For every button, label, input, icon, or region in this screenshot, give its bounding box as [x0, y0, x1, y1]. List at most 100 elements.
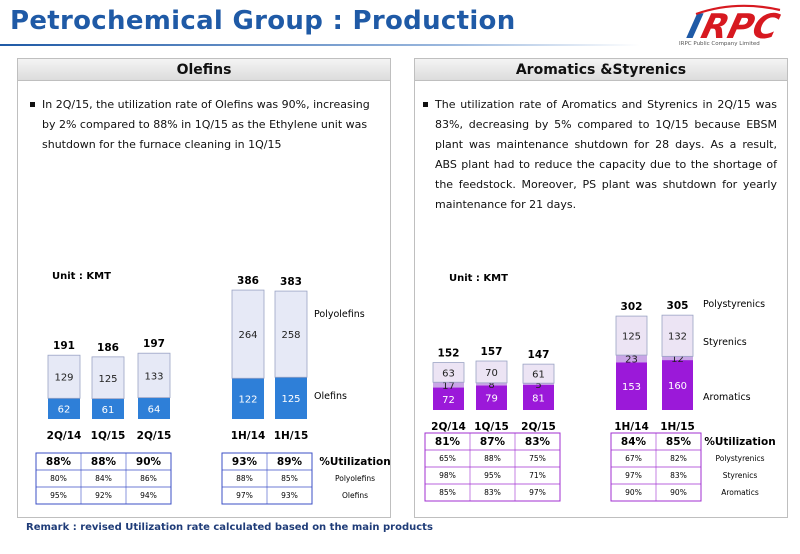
bar-value-label: 153	[622, 382, 641, 393]
x-tick-label: 2Q/14	[431, 421, 466, 433]
utilization-cell: 88%	[91, 456, 117, 468]
bar-segment	[231, 289, 265, 379]
table-border	[35, 452, 172, 505]
series-label: Aromatics	[703, 392, 751, 403]
title-divider	[0, 44, 640, 46]
table-cell: 90%	[670, 488, 687, 497]
bar-segment	[662, 360, 693, 410]
bullet-icon	[423, 102, 428, 107]
bar-segment	[522, 363, 555, 384]
table-row-label: Polystyrenics	[715, 454, 764, 463]
bar-value-label: 81	[532, 393, 545, 404]
bar-segment	[523, 384, 554, 410]
x-tick-label: 1Q/15	[474, 421, 509, 433]
olefins-panel: Olefins In 2Q/15, the utilization rate o…	[17, 58, 391, 518]
bar-segment	[274, 290, 308, 378]
table-cell: 67%	[625, 454, 642, 463]
bar-segment	[48, 398, 80, 419]
x-tick-label: 2Q/14	[47, 430, 82, 442]
bar-value-label: 62	[58, 405, 71, 416]
bar-total-label: 186	[97, 342, 119, 354]
bar-value-label: 129	[54, 373, 73, 384]
bar-segment	[92, 398, 124, 419]
bar-value-label: 17	[442, 381, 455, 392]
aromatics-summary-text: The utilization rate of Aromatics and St…	[435, 98, 777, 211]
table-cell: 71%	[529, 471, 546, 480]
aromatics-production-chart: Unit : KMT 72 17 63 152 2Q/14 79 870 157 1Q/15 81 5…	[424, 273, 776, 502]
x-tick-label: 2Q/15	[521, 421, 556, 433]
bar-segment	[475, 360, 508, 384]
table-cell: 82%	[670, 454, 687, 463]
bar-total-label: 302	[621, 301, 643, 313]
table-cell: 88%	[236, 474, 253, 483]
bar-value-label: 61	[532, 370, 545, 381]
bar-value-label: 23	[625, 355, 638, 366]
table-cell: 65%	[439, 454, 456, 463]
company-name: IRPC Public Company Limited	[679, 41, 760, 47]
unit-label: Unit : KMT	[52, 271, 111, 282]
bar-value-label: 258	[281, 330, 300, 341]
utilization-cell: 81%	[435, 436, 461, 448]
table-row-label: %Utilization	[319, 456, 390, 468]
bar-segment	[91, 356, 125, 400]
aromatics-panel-title: Aromatics &Styrenics	[415, 59, 787, 81]
bar-value-label: 61	[102, 405, 115, 416]
utilization-cell: 93%	[232, 456, 258, 468]
utilization-cell: 87%	[480, 436, 506, 448]
olefins-panel-title: Olefins	[18, 59, 390, 81]
unit-label: Unit : KMT	[449, 273, 508, 284]
utilization-cell: 83%	[525, 436, 551, 448]
bar-value-label: 64	[148, 404, 161, 415]
table-cell: 83%	[670, 471, 687, 480]
bar-value-label: 132	[668, 332, 687, 343]
utilization-cell: 85%	[666, 436, 692, 448]
table-cell: 85%	[281, 474, 298, 483]
bar-segment	[523, 383, 554, 385]
x-tick-label: 1H/15	[274, 430, 309, 442]
bar-segment	[662, 356, 693, 361]
table-row-label: Olefins	[342, 491, 368, 500]
series-label: Polystyrenics	[703, 299, 765, 310]
bar-value-label: 133	[144, 371, 163, 382]
remark-note: Remark : revised Utilization rate calcul…	[26, 522, 433, 533]
olefins-summary: In 2Q/15, the utilization rate of Olefin…	[30, 95, 382, 155]
table-cell: 88%	[484, 454, 501, 463]
bar-total-label: 197	[143, 338, 165, 350]
series-label: Polyolefins	[314, 309, 365, 320]
series-label: Styrenics	[703, 337, 747, 348]
page-title: Petrochemical Group : Production	[10, 6, 516, 36]
svg-text:RPC: RPC	[697, 7, 783, 46]
bar-value-label: 264	[238, 330, 257, 341]
olefins-summary-text: In 2Q/15, the utilization rate of Olefin…	[42, 98, 370, 151]
table-row-label: Polyolefins	[335, 474, 375, 483]
bar-segment	[432, 362, 465, 383]
bar-segment	[232, 378, 264, 419]
bar-segment	[661, 314, 694, 357]
utilization-cell: 88%	[46, 456, 72, 468]
bar-total-label: 305	[667, 300, 689, 312]
bar-segment	[476, 385, 507, 410]
bar-segment	[616, 362, 647, 410]
bar-value-label: 125	[622, 332, 641, 343]
x-tick-label: 1Q/15	[91, 430, 126, 442]
bar-segment	[137, 352, 171, 399]
table-row-label: %Utilization	[704, 436, 775, 448]
table-cell: 97%	[236, 491, 253, 500]
table-row-label: Styrenics	[723, 471, 758, 480]
bar-value-label: 70	[485, 368, 498, 379]
bar-segment	[616, 355, 647, 363]
bullet-icon	[30, 102, 35, 107]
aromatics-styrenics-panel: Aromatics &Styrenics The utilization rat…	[414, 58, 788, 518]
aromatics-summary: The utilization rate of Aromatics and St…	[423, 95, 777, 215]
bar-value-label: 63	[442, 368, 455, 379]
utilization-cell: 89%	[277, 456, 303, 468]
bar-segment	[275, 377, 307, 419]
table-cell: 98%	[439, 471, 456, 480]
table-cell: 95%	[50, 491, 67, 500]
bar-segment	[615, 315, 648, 356]
table-cell: 94%	[140, 491, 157, 500]
table-cell: 83%	[484, 488, 501, 497]
table-cell: 97%	[529, 488, 546, 497]
table-cell: 92%	[95, 491, 112, 500]
bar-total-label: 383	[280, 276, 302, 288]
